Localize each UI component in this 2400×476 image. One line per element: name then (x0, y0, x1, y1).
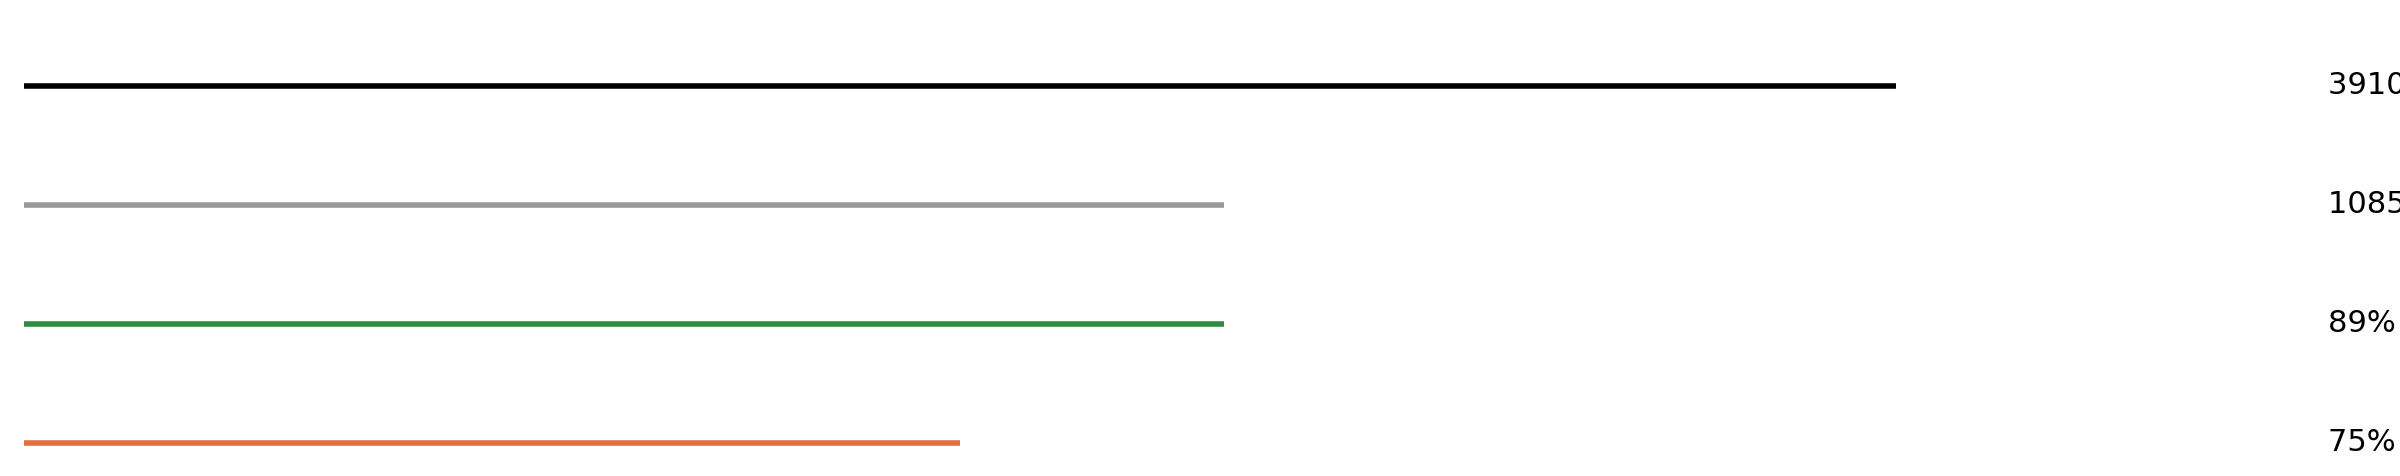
Text: 3910 articles analysed: 3910 articles analysed (2328, 71, 2400, 100)
Text: 89% of the data files are in xlsx format: 89% of the data files are in xlsx format (2328, 309, 2400, 338)
Text: 75% of the articles have at least 1: 75% of the articles have at least 1 (2328, 428, 2400, 457)
Text: 1085 of the articles analysed contain 4318 data files: 1085 of the articles analysed contain 43… (2328, 190, 2400, 219)
